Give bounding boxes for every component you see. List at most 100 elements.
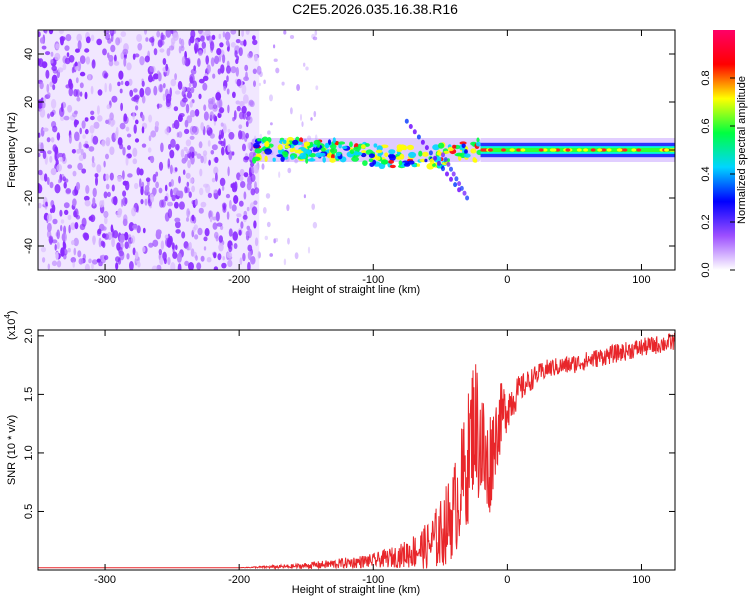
noise-blob — [201, 41, 206, 50]
band-blob — [368, 153, 375, 158]
x-tick-label: 0 — [504, 574, 510, 586]
snr-xlabel: Height of straight line (km) — [292, 584, 420, 596]
noise-blob — [72, 112, 78, 118]
noise-blob — [60, 224, 63, 232]
y-tick-label: -40 — [23, 238, 35, 254]
noise-blob — [177, 263, 182, 270]
band-blob — [338, 141, 346, 145]
noise-blob — [209, 133, 215, 139]
noise-blob — [79, 223, 86, 231]
noise-blob — [151, 38, 155, 47]
noise-blob — [64, 57, 71, 65]
noise-blob — [254, 54, 258, 62]
noise-blob — [89, 125, 95, 134]
noise-blob — [188, 241, 192, 251]
noise-blob — [117, 81, 121, 87]
noise-blob — [191, 151, 195, 158]
snr-panel: -300 -200 -100 0 100 0.5 1.0 1.5 2.0 Height of s… — [3, 310, 676, 596]
noise-blob — [134, 251, 139, 260]
noise-blob — [70, 222, 76, 231]
band-blob — [373, 143, 378, 148]
noise-blob — [79, 127, 82, 135]
noise-blob — [222, 125, 227, 134]
noise-blob — [211, 144, 218, 151]
noise-blob — [214, 231, 219, 239]
noise-blob — [105, 137, 111, 146]
band-blob — [254, 148, 262, 154]
noise-blob — [234, 50, 238, 58]
streak-blob — [416, 134, 421, 140]
noise-blob — [85, 185, 90, 194]
noise-blob — [314, 134, 318, 142]
noise-blob — [158, 161, 164, 171]
band-blob — [324, 142, 330, 149]
noise-blob — [109, 146, 115, 155]
streak-blob — [424, 145, 429, 151]
noise-blob — [129, 89, 134, 97]
noise-blob — [49, 181, 54, 189]
noise-blob — [82, 134, 86, 139]
noise-blob — [231, 151, 235, 156]
colorbar-tick-label: 0.6 — [700, 118, 712, 133]
noise-blob — [135, 119, 139, 125]
noise-blob — [209, 111, 214, 120]
colorbar-tick-label: 0.4 — [700, 166, 712, 181]
noise-blob — [197, 30, 203, 35]
noise-blob — [125, 180, 130, 191]
noise-blob — [185, 103, 190, 114]
noise-blob — [221, 262, 227, 269]
noise-blob — [90, 85, 94, 95]
noise-blob — [105, 153, 109, 160]
noise-blob — [102, 233, 107, 239]
noise-blob — [273, 238, 277, 244]
noise-blob — [245, 132, 249, 139]
noise-blob — [194, 198, 198, 206]
noise-blob — [172, 32, 179, 41]
noise-blob — [58, 179, 61, 184]
noise-blob — [312, 221, 318, 229]
noise-blob — [239, 257, 243, 266]
band-blob — [395, 156, 402, 160]
noise-blob — [241, 84, 247, 95]
band-blob — [264, 148, 272, 155]
noise-blob — [258, 82, 261, 87]
noise-blob — [56, 260, 62, 268]
noise-blob — [198, 50, 203, 56]
band-blob — [398, 160, 403, 166]
noise-blob — [307, 135, 312, 141]
noise-blob — [123, 57, 127, 67]
band-blob — [372, 159, 377, 165]
noise-blob — [252, 68, 257, 75]
noise-blob — [218, 235, 223, 243]
band-blob — [353, 146, 361, 152]
noise-blob — [139, 178, 142, 188]
noise-blob — [189, 125, 196, 135]
noise-blob — [241, 105, 247, 114]
noise-blob — [235, 100, 241, 105]
noise-blob — [139, 168, 144, 176]
noise-blob — [122, 48, 129, 55]
noise-blob — [74, 119, 79, 125]
noise-blob — [242, 143, 246, 152]
noise-blob — [220, 122, 224, 127]
noise-blob — [247, 52, 253, 59]
noise-blob — [140, 199, 144, 205]
noise-blob — [120, 31, 127, 37]
noise-blob — [51, 260, 58, 267]
band-blob — [421, 151, 429, 157]
noise-blob — [119, 122, 126, 130]
band-blob — [253, 142, 260, 149]
noise-blob — [105, 173, 109, 181]
noise-blob — [80, 148, 84, 156]
noise-blob — [50, 111, 55, 117]
noise-blob — [114, 54, 117, 63]
noise-blob — [263, 79, 266, 85]
x-tick-label: -200 — [228, 574, 250, 586]
streak-blob — [457, 181, 462, 187]
noise-blob — [51, 74, 58, 85]
noise-blob — [253, 220, 257, 229]
streak-blob — [441, 166, 445, 172]
band-blob — [475, 141, 482, 147]
noise-blob — [193, 43, 199, 53]
noise-blob — [248, 99, 254, 106]
